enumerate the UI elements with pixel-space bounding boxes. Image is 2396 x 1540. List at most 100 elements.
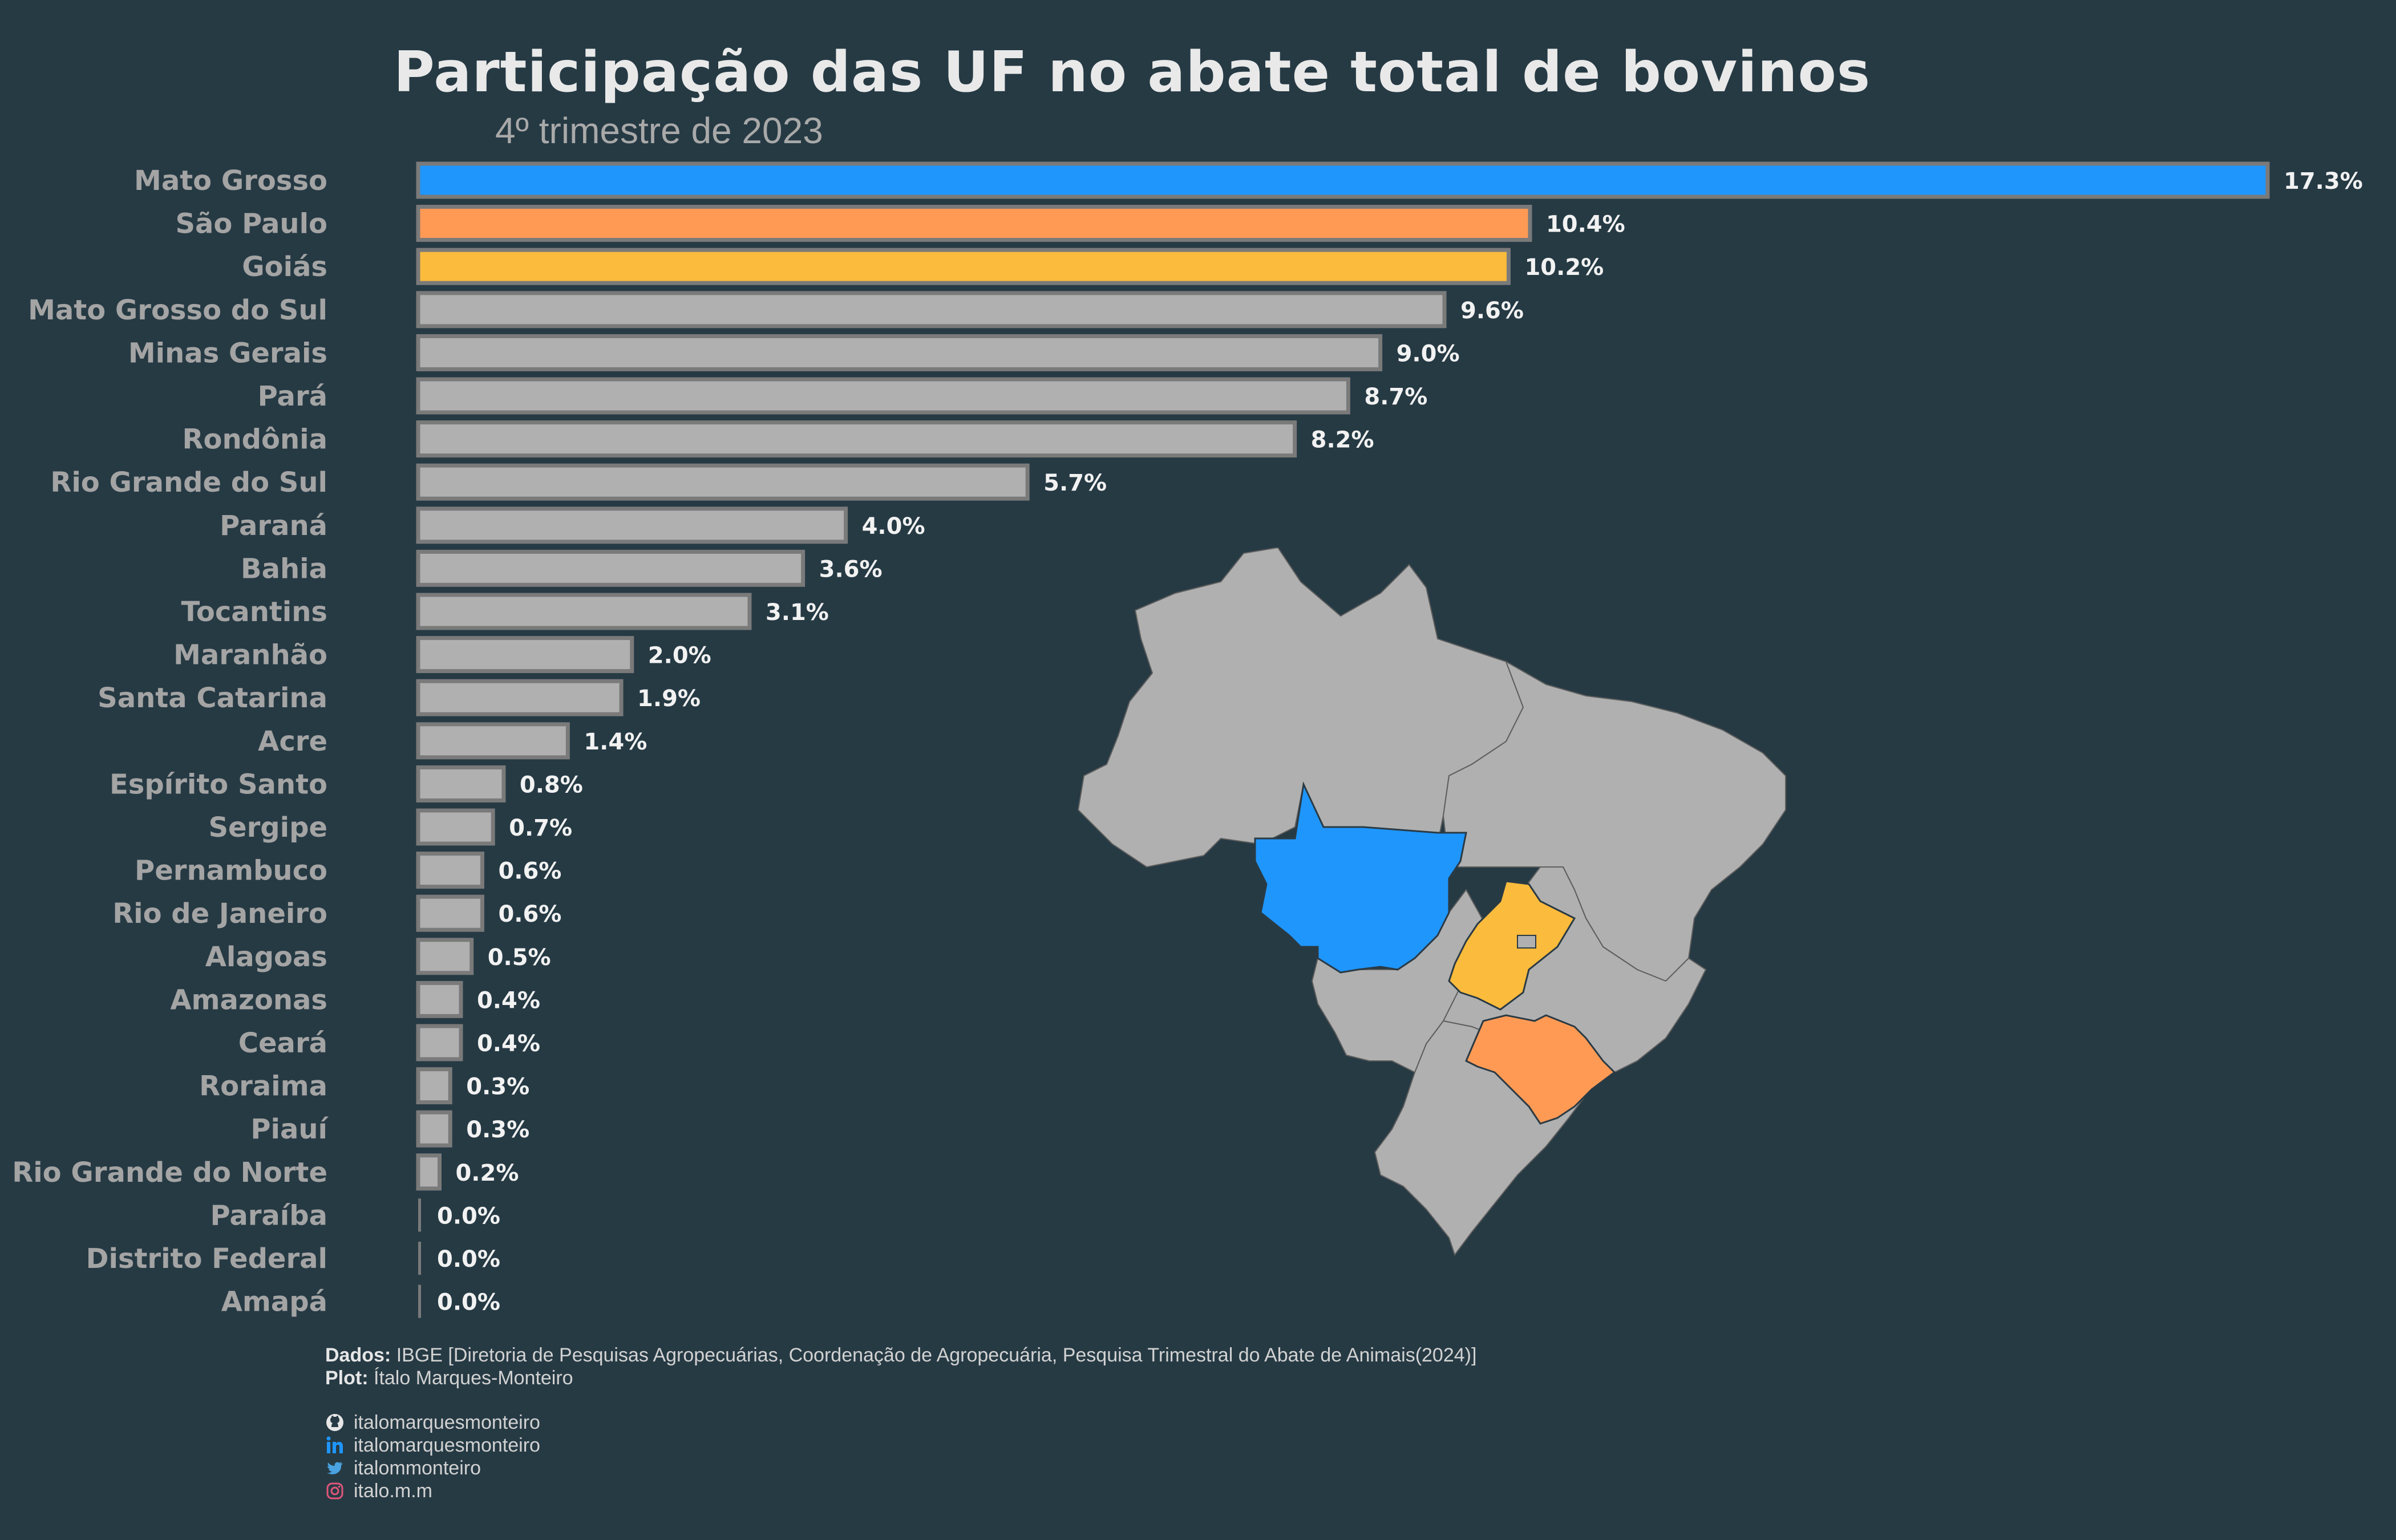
value-label-amazonas: 0.4% [477, 987, 540, 1014]
category-label-sao-paulo: São Paulo [175, 208, 327, 240]
bar-amazonas [416, 980, 463, 1018]
bar-roraima [416, 1067, 452, 1105]
plot-label: Plot: [325, 1367, 369, 1389]
social-linkedin[interactable]: italomarquesmonteiro [325, 1434, 1476, 1457]
category-label-espirito-santo: Espírito Santo [110, 768, 327, 800]
bar-mato-grosso-do-sul [416, 291, 1447, 329]
value-label-espirito-santo: 0.8% [520, 772, 583, 798]
value-label-paraiba: 0.0% [437, 1203, 500, 1229]
value-label-pernambuco: 0.6% [498, 858, 561, 885]
map-state-distrito-federal [1517, 935, 1536, 949]
category-label-goias: Goiás [242, 251, 327, 283]
bar-mato-grosso [416, 161, 2270, 199]
map-state-mato-grosso [1254, 781, 1467, 974]
linkedin-icon [325, 1436, 345, 1455]
bar-rio-grande-do-norte [416, 1153, 442, 1191]
bar-maranhao [416, 636, 634, 674]
map-region-north [1077, 548, 1524, 868]
category-label-rio-de-janeiro: Rio de Janeiro [112, 898, 327, 930]
linkedin-handle: italomarquesmonteiro [354, 1434, 540, 1456]
category-label-para: Pará [258, 380, 327, 412]
value-label-tocantins: 3.1% [766, 599, 829, 626]
category-label-amapa: Amapá [221, 1286, 327, 1318]
value-label-para: 8.7% [1364, 384, 1427, 410]
bar-goias [416, 248, 1511, 285]
category-label-distrito-federal: Distrito Federal [86, 1243, 327, 1275]
category-label-rio-grande-do-norte: Rio Grande do Norte [12, 1157, 327, 1189]
value-label-sergipe: 0.7% [509, 815, 572, 841]
category-label-amazonas: Amazonas [170, 984, 327, 1016]
bar-para [416, 377, 1350, 415]
value-label-amapa: 0.0% [437, 1290, 500, 1316]
category-label-pernambuco: Pernambuco [135, 855, 327, 887]
bar-rondonia [416, 420, 1297, 458]
value-label-bahia: 3.6% [819, 556, 883, 582]
social-twitter[interactable]: italommonteiro [325, 1457, 1476, 1480]
value-label-alagoas: 0.5% [488, 945, 551, 971]
value-label-mato-grosso-do-sul: 9.6% [1460, 298, 1524, 324]
bar-parana [416, 506, 848, 544]
plot-text: Ítalo Marques-Monteiro [374, 1367, 573, 1389]
value-label-acre: 1.4% [584, 729, 647, 755]
value-label-maranhao: 2.0% [648, 643, 711, 669]
bar-alagoas [416, 938, 474, 975]
social-instagram[interactable]: italo.m.m [325, 1480, 1476, 1502]
map-state-goias [1448, 880, 1576, 1011]
category-label-paraiba: Paraíba [210, 1199, 327, 1231]
category-label-alagoas: Alagoas [205, 941, 327, 973]
footer-plot: Plot: Ítalo Marques-Monteiro [325, 1367, 1476, 1389]
bar-sergipe [416, 808, 495, 846]
bar-minas-gerais [416, 334, 1383, 371]
category-label-acre: Acre [258, 726, 327, 757]
brazil-map [1077, 548, 1786, 1257]
footer-dados: Dados: IBGE [Diretoria de Pesquisas Agro… [325, 1344, 1476, 1367]
value-label-santa-catarina: 1.9% [637, 686, 701, 712]
dados-label: Dados: [325, 1344, 391, 1366]
social-github[interactable]: italomarquesmonteiro [325, 1411, 1476, 1434]
category-label-parana: Paraná [220, 510, 327, 542]
value-label-roraima: 0.3% [466, 1074, 529, 1100]
category-label-bahia: Bahia [241, 553, 327, 585]
bar-acre [416, 722, 570, 760]
bar-piaui [416, 1110, 452, 1148]
value-label-minas-gerais: 9.0% [1397, 341, 1460, 367]
category-label-rio-grande-do-sul: Rio Grande do Sul [50, 467, 327, 499]
value-label-rio-grande-do-norte: 0.2% [455, 1160, 519, 1186]
value-label-piaui: 0.3% [466, 1117, 529, 1143]
bar-ceara [416, 1024, 463, 1061]
bar-paraiba [418, 1198, 421, 1232]
bar-espirito-santo [416, 765, 506, 803]
instagram-icon [325, 1481, 345, 1501]
value-label-rio-grande-do-sul: 5.7% [1043, 470, 1107, 496]
bar-rio-de-janeiro [416, 894, 484, 932]
category-label-maranhao: Maranhão [173, 639, 327, 671]
github-icon [325, 1413, 345, 1432]
bar-sao-paulo [416, 205, 1532, 242]
value-label-rondonia: 8.2% [1311, 427, 1374, 453]
bar-amapa [418, 1284, 421, 1318]
value-label-ceara: 0.4% [477, 1031, 540, 1057]
category-label-minas-gerais: Minas Gerais [128, 337, 327, 369]
dados-text: IBGE [Diretoria de Pesquisas Agropecuári… [396, 1344, 1477, 1366]
value-label-rio-de-janeiro: 0.6% [498, 901, 561, 927]
value-label-parana: 4.0% [862, 513, 925, 540]
map-state-sao-paulo [1465, 1014, 1616, 1125]
category-label-roraima: Roraima [199, 1071, 327, 1103]
category-label-rondonia: Rondônia [183, 424, 327, 456]
github-handle: italomarquesmonteiro [354, 1412, 540, 1433]
bar-pernambuco [416, 852, 484, 889]
category-label-mato-grosso-do-sul: Mato Grosso do Sul [28, 294, 327, 326]
value-label-distrito-federal: 0.0% [437, 1246, 500, 1272]
footer: Dados: IBGE [Diretoria de Pesquisas Agro… [325, 1344, 1476, 1502]
bar-santa-catarina [416, 679, 624, 716]
category-label-santa-catarina: Santa Catarina [98, 682, 327, 714]
value-label-goias: 10.2% [1524, 254, 1604, 281]
category-label-mato-grosso: Mato Grosso [134, 165, 327, 197]
bar-chart: Mato Grosso 17.3% São Paulo 10.4% Goiás 10.2%… [12, 161, 2363, 1318]
value-label-mato-grosso: 17.3% [2284, 168, 2363, 194]
category-label-piaui: Piauí [250, 1113, 329, 1145]
twitter-icon [325, 1458, 345, 1478]
chart-title: Participação das UF no abate total de bo… [394, 40, 1871, 105]
category-label-tocantins: Tocantins [181, 596, 328, 628]
category-label-sergipe: Sergipe [208, 812, 327, 844]
